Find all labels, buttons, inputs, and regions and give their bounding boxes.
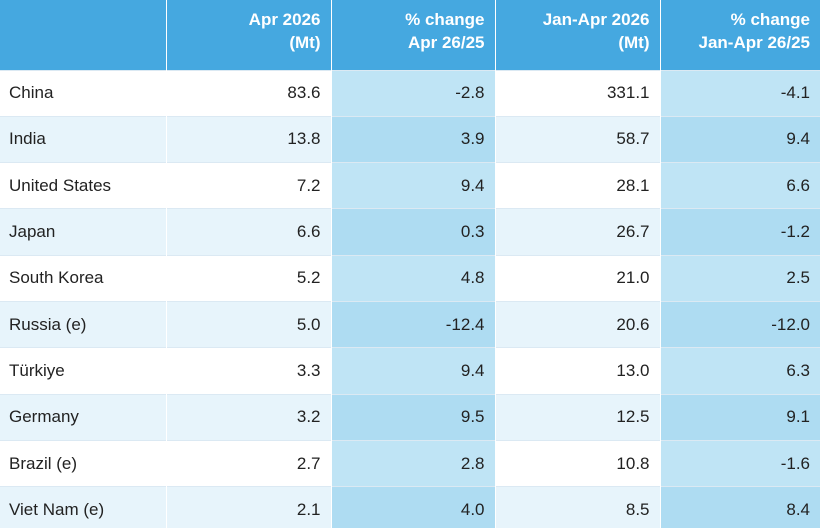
cell-ytd-change: -1.2 <box>660 208 820 256</box>
cell-ytd-2026: 10.8 <box>495 439 661 487</box>
cell-ytd-2026: 8.5 <box>495 486 661 528</box>
cell-country: Viet Nam (e) <box>0 486 167 528</box>
cell-ytd-change: 6.6 <box>660 162 820 209</box>
cell-ytd-2026: 21.0 <box>495 254 661 302</box>
cell-apr-2026: 5.2 <box>166 254 332 302</box>
header-ytd-change-line1: % change <box>730 10 810 29</box>
header-ytd-2026: Jan-Apr 2026 (Mt) <box>495 0 661 70</box>
cell-country: Japan <box>0 208 167 256</box>
table-row: India 13.8 3.9 58.7 9.4 <box>0 115 820 163</box>
cell-apr-2026: 6.6 <box>166 208 332 256</box>
cell-ytd-2026: 20.6 <box>495 300 661 348</box>
cell-apr-2026: 3.2 <box>166 393 332 441</box>
header-apr-change: % change Apr 26/25 <box>331 0 496 70</box>
cell-ytd-change: -1.6 <box>660 439 820 487</box>
cell-apr-change: 2.8 <box>331 439 496 487</box>
cell-apr-change: 0.3 <box>331 208 496 256</box>
table-row: Russia (e) 5.0 -12.4 20.6 -12.0 <box>0 300 820 348</box>
cell-apr-change: 3.9 <box>331 115 496 163</box>
cell-ytd-2026: 13.0 <box>495 347 661 395</box>
header-ytd-2026-line1: Jan-Apr 2026 <box>542 10 650 29</box>
header-apr-change-line1: % change <box>405 10 485 29</box>
cell-apr-change: 9.5 <box>331 393 496 441</box>
table-row: Japan 6.6 0.3 26.7 -1.2 <box>0 208 820 256</box>
cell-country: Russia (e) <box>0 300 167 348</box>
cell-country: India <box>0 115 167 163</box>
cell-apr-change: 4.8 <box>331 254 496 302</box>
cell-apr-2026: 2.7 <box>166 439 332 487</box>
cell-country: South Korea <box>0 254 167 302</box>
cell-country: China <box>0 69 167 117</box>
table-body: China 83.6 -2.8 331.1 -4.1 India 13.8 3.9 58.7 9.… <box>0 69 820 528</box>
table-row: Brazil (e) 2.7 2.8 10.8 -1.6 <box>0 439 820 487</box>
cell-apr-2026: 3.3 <box>166 347 332 395</box>
table-row: United States 7.2 9.4 28.1 6.6 <box>0 162 820 209</box>
header-apr-2026-line2: (Mt) <box>289 33 321 52</box>
cell-country: United States <box>0 162 167 209</box>
header-ytd-change: % change Jan-Apr 26/25 <box>660 0 820 70</box>
cell-country: Germany <box>0 393 167 441</box>
header-apr-2026: Apr 2026 (Mt) <box>166 0 332 70</box>
header-apr-2026-line1: Apr 2026 <box>248 10 321 29</box>
table-row: Viet Nam (e) 2.1 4.0 8.5 8.4 <box>0 486 820 528</box>
header-apr-change-line2: Apr 26/25 <box>407 33 485 52</box>
cell-country: Türkiye <box>0 347 167 395</box>
cell-apr-change: 4.0 <box>331 486 496 528</box>
header-country <box>0 0 167 70</box>
cell-apr-2026: 7.2 <box>166 162 332 209</box>
cell-ytd-2026: 28.1 <box>495 162 661 209</box>
cell-country: Brazil (e) <box>0 439 167 487</box>
cell-ytd-change: 9.4 <box>660 115 820 163</box>
cell-ytd-change: -12.0 <box>660 300 820 348</box>
cell-ytd-2026: 26.7 <box>495 208 661 256</box>
table-row: South Korea 5.2 4.8 21.0 2.5 <box>0 254 820 302</box>
table-row: Türkiye 3.3 9.4 13.0 6.3 <box>0 347 820 395</box>
cell-ytd-2026: 331.1 <box>495 69 661 117</box>
header-row: Apr 2026 (Mt) % change Apr 26/25 Jan-Apr… <box>0 0 820 70</box>
cell-apr-change: 9.4 <box>331 347 496 395</box>
cell-apr-change: 9.4 <box>331 162 496 209</box>
cell-ytd-change: -4.1 <box>660 69 820 117</box>
table-row: Germany 3.2 9.5 12.5 9.1 <box>0 393 820 441</box>
table-header: Apr 2026 (Mt) % change Apr 26/25 Jan-Apr… <box>0 0 820 70</box>
cell-apr-2026: 2.1 <box>166 486 332 528</box>
cell-apr-2026: 5.0 <box>166 300 332 348</box>
header-ytd-2026-line2: (Mt) <box>618 33 650 52</box>
cell-apr-change: -2.8 <box>331 69 496 117</box>
cell-ytd-2026: 12.5 <box>495 393 661 441</box>
cell-ytd-change: 2.5 <box>660 254 820 302</box>
cell-ytd-change: 9.1 <box>660 393 820 441</box>
header-ytd-change-line2: Jan-Apr 26/25 <box>698 33 811 52</box>
cell-apr-2026: 83.6 <box>166 69 332 117</box>
cell-ytd-2026: 58.7 <box>495 115 661 163</box>
cell-ytd-change: 6.3 <box>660 347 820 395</box>
cell-ytd-change: 8.4 <box>660 486 820 528</box>
cell-apr-2026: 13.8 <box>166 115 332 163</box>
cell-apr-change: -12.4 <box>331 300 496 348</box>
table-row: China 83.6 -2.8 331.1 -4.1 <box>0 69 820 117</box>
